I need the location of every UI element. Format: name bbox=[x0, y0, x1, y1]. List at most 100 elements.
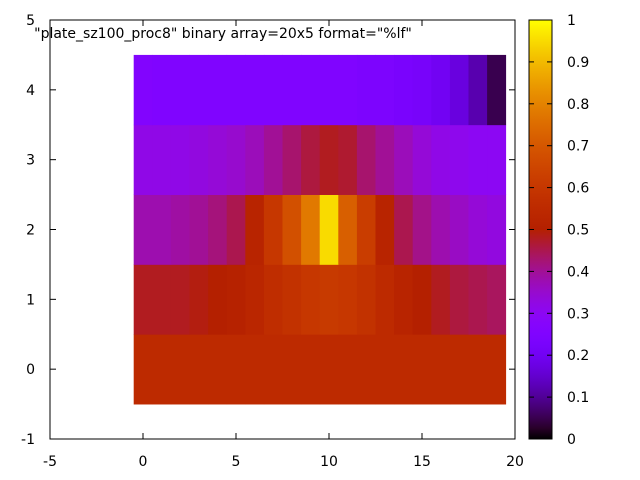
heatmap-cell bbox=[226, 54, 246, 126]
colorbar-tick-label: 0.1 bbox=[567, 390, 589, 406]
heatmap-cell bbox=[468, 54, 488, 126]
x-tick-label: 15 bbox=[413, 454, 431, 470]
heatmap-cell bbox=[226, 124, 246, 195]
heatmap-cell bbox=[468, 334, 488, 405]
heatmap-cell bbox=[189, 194, 209, 265]
heatmap-cell bbox=[394, 264, 414, 335]
x-tick-label: -5 bbox=[43, 454, 57, 470]
colorbar-tick-label: 0.7 bbox=[567, 139, 589, 155]
heatmap-cell bbox=[189, 334, 209, 405]
heatmap-cell bbox=[338, 124, 358, 195]
heatmap-cell bbox=[412, 264, 432, 335]
colorbar-tick-label: 0.5 bbox=[567, 223, 589, 239]
x-tick-label: 5 bbox=[232, 454, 241, 470]
heatmap-cell bbox=[152, 124, 172, 195]
heatmap-cell bbox=[449, 54, 469, 126]
heatmap-cell bbox=[245, 264, 265, 335]
heatmap-cell bbox=[170, 54, 190, 126]
y-axis-ticks: -1 0 1 2 3 4 5 bbox=[21, 13, 515, 448]
heatmap-cell bbox=[226, 264, 246, 335]
y-tick-label: -1 bbox=[21, 432, 35, 448]
heatmap-cell bbox=[394, 194, 414, 265]
heatmap-cell bbox=[152, 264, 172, 335]
x-axis-ticks: -5 0 5 10 15 20 bbox=[43, 20, 524, 470]
x-tick-label: 20 bbox=[506, 454, 524, 470]
heatmap-cell bbox=[301, 54, 321, 126]
heatmap-cell bbox=[133, 334, 153, 405]
heatmap-cell bbox=[263, 194, 283, 265]
heatmap-cell bbox=[152, 334, 172, 405]
heatmap-cell bbox=[338, 334, 358, 405]
heatmap-cell bbox=[170, 334, 190, 405]
heatmap-cell bbox=[208, 334, 228, 405]
heatmap-cell bbox=[282, 54, 302, 126]
y-tick-label: 3 bbox=[26, 153, 35, 169]
heatmap-cell bbox=[245, 124, 265, 195]
y-tick-label: 1 bbox=[26, 292, 35, 308]
heatmap-cell bbox=[338, 194, 358, 265]
heatmap-cell bbox=[412, 194, 432, 265]
heatmap-cell bbox=[449, 194, 469, 265]
heatmap-cell bbox=[133, 54, 153, 126]
heatmap-cell bbox=[449, 124, 469, 195]
x-tick-label: 0 bbox=[139, 454, 148, 470]
heatmap-cell bbox=[431, 264, 451, 335]
heatmap-cell bbox=[226, 334, 246, 405]
heatmap-cell bbox=[170, 194, 190, 265]
heatmap-cell bbox=[412, 334, 432, 405]
heatmap-cell bbox=[263, 334, 283, 405]
heatmap-cell bbox=[412, 124, 432, 195]
heatmap-cell bbox=[189, 124, 209, 195]
heatmap-cell bbox=[431, 334, 451, 405]
colorbar-tick-label: 0.3 bbox=[567, 306, 589, 322]
heatmap-cell bbox=[245, 334, 265, 405]
heatmap-cell bbox=[449, 334, 469, 405]
heatmap-cell bbox=[356, 124, 376, 195]
heatmap-cell bbox=[208, 54, 228, 126]
heatmap-cell bbox=[375, 124, 395, 195]
heatmap-cell bbox=[208, 124, 228, 195]
heatmap-cell bbox=[394, 54, 414, 126]
heatmap-cell bbox=[263, 54, 283, 126]
heatmap-cell bbox=[282, 334, 302, 405]
heatmap-cell bbox=[245, 54, 265, 126]
colorbar-tick-label: 0.2 bbox=[567, 348, 589, 364]
heatmap-cell bbox=[487, 334, 507, 405]
heatmap-cell bbox=[356, 194, 376, 265]
heatmap-cell bbox=[468, 124, 488, 195]
heatmap-cell bbox=[375, 334, 395, 405]
heatmap-cell bbox=[152, 194, 172, 265]
heatmap-cell bbox=[189, 264, 209, 335]
heatmap-cell bbox=[449, 264, 469, 335]
heatmap-cell bbox=[245, 194, 265, 265]
heatmap-cell bbox=[356, 264, 376, 335]
heatmap-cell bbox=[375, 54, 395, 126]
y-tick-label: 5 bbox=[26, 13, 35, 29]
heatmap-cell bbox=[282, 124, 302, 195]
y-tick-label: 4 bbox=[26, 83, 35, 99]
heatmap-cell bbox=[301, 194, 321, 265]
heatmap-cell bbox=[208, 264, 228, 335]
heatmap-cell bbox=[319, 54, 339, 126]
heatmap-cell bbox=[468, 194, 488, 265]
heatmap-cell bbox=[282, 194, 302, 265]
y-tick-label: 2 bbox=[26, 223, 35, 239]
heatmap-cell bbox=[487, 54, 507, 126]
heatmap-cell bbox=[170, 264, 190, 335]
heatmap-cell bbox=[431, 124, 451, 195]
heatmap-cell bbox=[282, 264, 302, 335]
heatmap-cell bbox=[487, 264, 507, 335]
heatmap-cell bbox=[319, 194, 339, 265]
colorbar-tick-label: 0.8 bbox=[567, 97, 589, 113]
heatmap-cell bbox=[356, 54, 376, 126]
y-tick-label: 0 bbox=[26, 362, 35, 378]
heatmap-cell bbox=[319, 334, 339, 405]
heatmap-cell bbox=[338, 54, 358, 126]
colorbar-tick-label: 0.6 bbox=[567, 181, 589, 197]
heatmap-cell bbox=[189, 54, 209, 126]
heatmap-cells bbox=[133, 54, 507, 405]
heatmap-cell bbox=[133, 194, 153, 265]
x-tick-label: 10 bbox=[320, 454, 338, 470]
heatmap-cell bbox=[319, 124, 339, 195]
